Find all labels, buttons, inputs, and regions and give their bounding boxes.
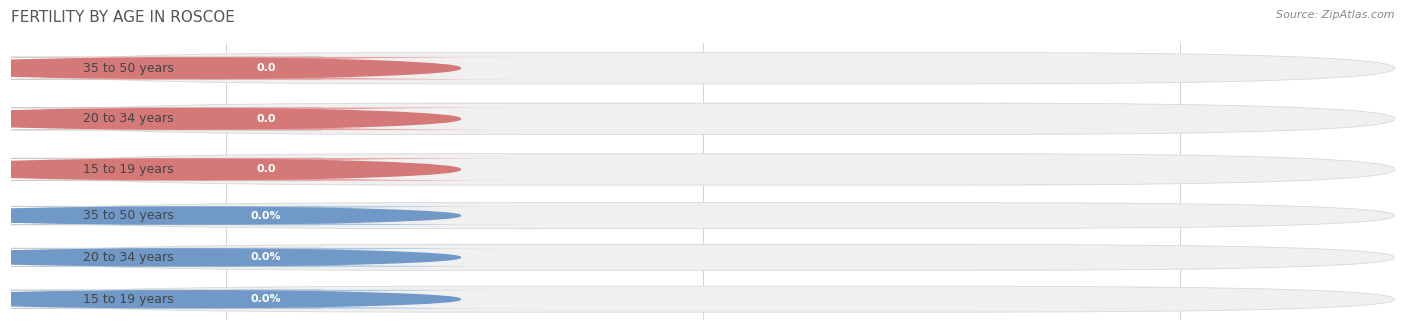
Text: 0.0%: 0.0% [250,294,281,304]
FancyBboxPatch shape [11,286,1395,312]
Circle shape [0,291,460,308]
FancyBboxPatch shape [0,57,541,80]
FancyBboxPatch shape [11,154,1395,185]
Circle shape [0,249,460,266]
FancyBboxPatch shape [0,290,541,309]
FancyBboxPatch shape [0,206,322,225]
Text: 0.0: 0.0 [256,164,276,174]
FancyBboxPatch shape [11,52,1395,84]
Text: 35 to 50 years: 35 to 50 years [83,209,173,222]
Text: 0.0: 0.0 [1170,207,1191,220]
Text: 15 to 19 years: 15 to 19 years [83,163,173,176]
Text: 15 to 19 years: 15 to 19 years [83,293,173,306]
Text: 0.0: 0.0 [256,114,276,124]
Text: 0.0%: 0.0% [250,252,281,262]
Circle shape [0,58,460,78]
Text: FERTILITY BY AGE IN ROSCOE: FERTILITY BY AGE IN ROSCOE [11,10,235,25]
FancyBboxPatch shape [0,206,541,225]
FancyBboxPatch shape [0,290,322,309]
FancyBboxPatch shape [11,245,1395,270]
Circle shape [0,159,460,180]
FancyBboxPatch shape [0,108,541,130]
FancyBboxPatch shape [0,57,322,80]
FancyBboxPatch shape [0,158,322,181]
Text: 0.0%: 0.0% [250,211,281,220]
Text: 0.0: 0.0 [256,63,276,73]
FancyBboxPatch shape [0,248,322,267]
FancyBboxPatch shape [0,248,541,267]
Circle shape [0,207,460,224]
FancyBboxPatch shape [0,158,541,181]
Text: 20 to 34 years: 20 to 34 years [83,112,173,125]
FancyBboxPatch shape [0,108,322,130]
Text: 35 to 50 years: 35 to 50 years [83,62,173,75]
Text: 0.0: 0.0 [693,207,713,220]
Text: Source: ZipAtlas.com: Source: ZipAtlas.com [1277,10,1395,20]
Text: 0.0: 0.0 [215,207,236,220]
FancyBboxPatch shape [11,203,1395,229]
Circle shape [0,109,460,129]
Text: 20 to 34 years: 20 to 34 years [83,251,173,264]
FancyBboxPatch shape [11,103,1395,135]
